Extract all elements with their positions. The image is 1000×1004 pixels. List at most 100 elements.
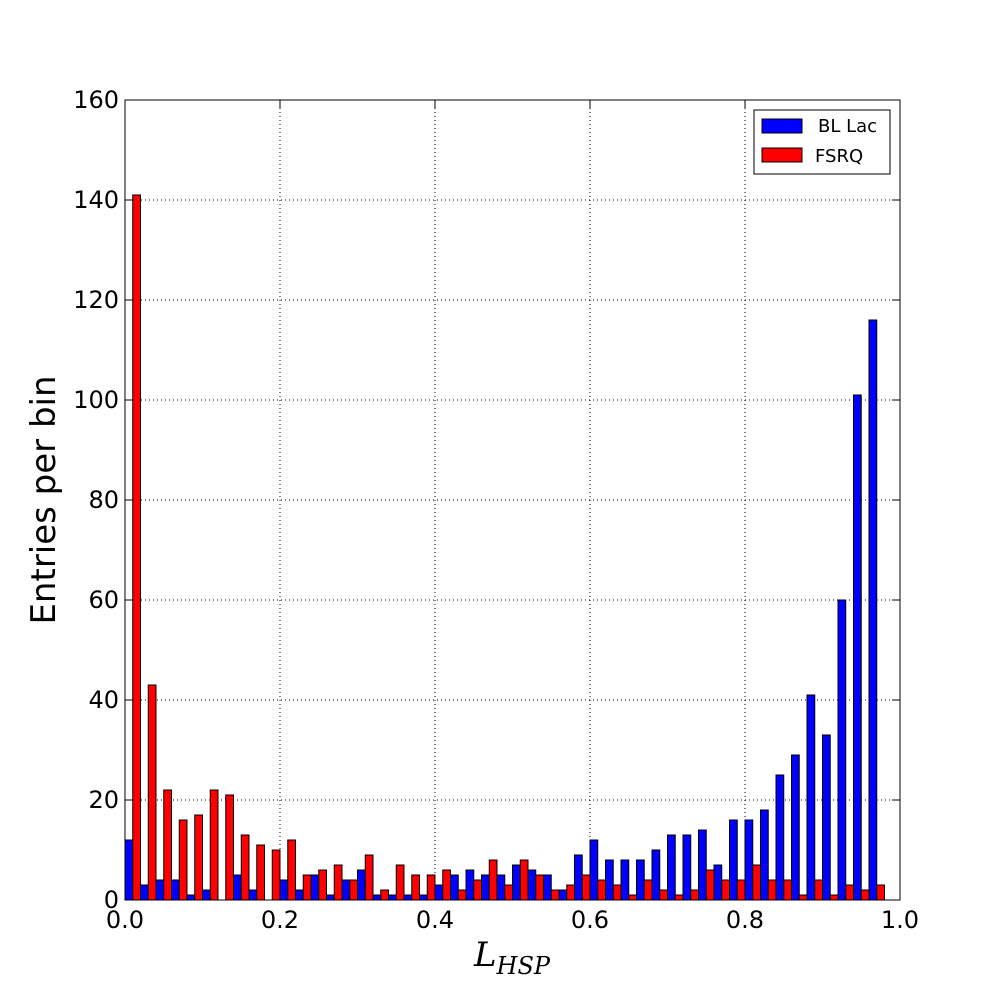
bar-fsrq [752, 864, 761, 901]
bar-bl-lac [279, 879, 289, 901]
bar-fsrq [240, 834, 250, 901]
y-axis-label: Entries per bin [24, 375, 64, 624]
bar-fsrq [411, 874, 420, 901]
bar-bl-lac [450, 874, 459, 901]
bar-bl-lac [496, 874, 506, 901]
bars-layer [124, 194, 885, 901]
bar-bl-lac [372, 894, 382, 901]
bar-bl-lac [419, 894, 428, 901]
bar-bl-lac [729, 819, 738, 901]
bar-fsrq [550, 889, 560, 901]
bar-bl-lac [140, 884, 149, 901]
bar-bl-lac [620, 859, 630, 901]
y-tick-label: 40 [88, 686, 119, 714]
legend-swatch-bl-lac [761, 118, 803, 134]
grid-layer [125, 100, 900, 900]
bar-fsrq [814, 879, 823, 901]
bar-fsrq [783, 879, 792, 901]
bar-bl-lac [171, 879, 180, 901]
bar-bl-lac [775, 774, 785, 901]
bar-fsrq [519, 859, 529, 901]
bar-bl-lac [806, 694, 816, 901]
bar-bl-lac [667, 834, 676, 901]
bar-fsrq [767, 879, 777, 901]
x-tick-label: 1.0 [881, 906, 919, 934]
bar-bl-lac [853, 394, 862, 901]
bar-bl-lac [589, 839, 599, 901]
y-tick-label: 120 [73, 286, 119, 314]
bar-fsrq [163, 789, 172, 901]
bar-fsrq [535, 874, 544, 901]
x-tick-label: 0.6 [571, 906, 609, 934]
legend-swatch-fsrq [761, 147, 803, 163]
bar-fsrq [628, 894, 637, 901]
bar-bl-lac [186, 894, 196, 901]
bar-fsrq [612, 884, 622, 901]
bar-fsrq [488, 859, 498, 901]
bar-fsrq [364, 854, 374, 901]
bar-bl-lac [527, 869, 537, 901]
bar-fsrq [504, 884, 513, 901]
bar-fsrq [721, 879, 730, 901]
bar-bl-lac [822, 734, 831, 901]
bar-bl-lac [326, 894, 335, 901]
bar-fsrq [643, 879, 653, 901]
bar-bl-lac [574, 854, 583, 901]
bar-fsrq [798, 894, 808, 901]
bar-fsrq [333, 864, 343, 901]
bar-fsrq [690, 889, 699, 901]
bar-fsrq [178, 819, 188, 901]
bar-bl-lac [124, 839, 134, 901]
bar-bl-lac [295, 889, 304, 901]
bar-bl-lac [744, 819, 754, 901]
x-tick-label: 0.4 [416, 906, 454, 934]
bar-fsrq [876, 884, 885, 901]
bar-bl-lac [682, 834, 692, 901]
bar-fsrq [473, 879, 482, 901]
bar-bl-lac [233, 874, 242, 901]
bar-bl-lac [791, 754, 800, 901]
bar-fsrq [395, 864, 405, 901]
x-tick-label: 0.8 [726, 906, 764, 934]
bar-fsrq [457, 889, 467, 901]
bar-bl-lac [155, 879, 165, 901]
bar-fsrq [147, 684, 157, 901]
bar-fsrq [581, 874, 591, 901]
y-tick-label: 100 [73, 386, 119, 414]
x-axis-label-main: L [473, 935, 497, 975]
bar-bl-lac [248, 889, 258, 901]
x-axis-label-subscript: HSP [496, 952, 551, 980]
ticks-layer: 0.0 0.2 0.4 0.6 0.8 1.0 0 20 40 60 80 100 120 140 160 [73, 86, 919, 934]
bar-bl-lac [698, 829, 707, 901]
y-tick-label: 0 [104, 886, 119, 914]
y-tick-label: 140 [73, 186, 119, 214]
bar-bl-lac [465, 869, 475, 901]
bar-fsrq [256, 844, 265, 901]
bar-fsrq [318, 869, 327, 901]
bar-bl-lac [202, 889, 211, 901]
bar-fsrq [271, 849, 281, 901]
bar-fsrq [705, 869, 715, 901]
bar-fsrq [659, 889, 668, 901]
bar-fsrq [287, 839, 296, 901]
bar-fsrq [736, 879, 746, 901]
bar-bl-lac [651, 849, 661, 901]
bar-bl-lac [760, 809, 769, 901]
legend-label-fsrq: FSRQ [815, 146, 863, 167]
bar-fsrq [442, 869, 451, 901]
bar-fsrq [225, 794, 234, 901]
x-axis-label: LHSP [473, 935, 551, 980]
x-tick-label: 0.2 [261, 906, 299, 934]
bar-fsrq [674, 894, 684, 901]
legend: BL Lac FSRQ [753, 109, 891, 175]
y-tick-label: 60 [88, 586, 119, 614]
bar-bl-lac [512, 864, 521, 901]
bar-fsrq [380, 889, 389, 901]
bar-fsrq [349, 879, 358, 901]
bar-bl-lac [481, 874, 490, 901]
plot-background [125, 100, 900, 900]
y-tick-label: 80 [88, 486, 119, 514]
bar-bl-lac [388, 894, 397, 901]
